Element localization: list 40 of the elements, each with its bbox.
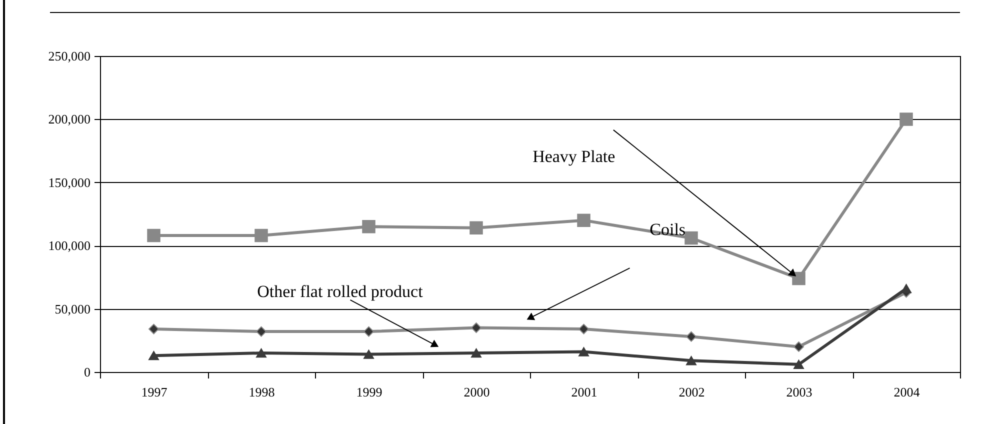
point [901,284,912,294]
x-tick-label: 2001 [571,384,598,400]
point [362,220,376,234]
y-tick-label: 50,000 [54,301,90,316]
point [147,228,160,242]
x-tick-label: 1998 [248,384,275,400]
annotation: Other flat rolled product [257,282,424,302]
point [686,331,696,342]
x-tick-label: 2000 [464,384,490,400]
point [256,348,266,358]
point [254,228,268,242]
point [256,326,266,337]
point [686,356,696,366]
x-tick-label: 2004 [894,384,920,400]
y-tick-label: 200,000 [48,112,90,127]
point [900,112,913,126]
point [794,341,804,352]
point [792,272,806,286]
point [684,231,698,245]
point [148,350,159,360]
x-tick-label: 2002 [678,384,705,400]
point [364,326,374,337]
x-tick-label: 1999 [356,384,382,400]
y-tick-label: 150,000 [48,174,90,190]
annotation: Coils [650,220,686,240]
point [364,350,374,359]
annotation: Heavy Plate [532,147,616,166]
point [470,221,483,235]
point [577,214,590,227]
point [794,360,804,370]
point [471,348,482,358]
point [578,324,589,334]
y-tick-label: 100,000 [48,238,90,254]
x-tick-label: 1997 [141,384,168,400]
y-tick-label: 250,000 [48,48,90,64]
point [148,324,159,334]
point [578,347,589,356]
point [471,322,482,334]
y-tick-label: 0 [84,364,90,380]
x-tick-label: 2003 [786,384,812,400]
